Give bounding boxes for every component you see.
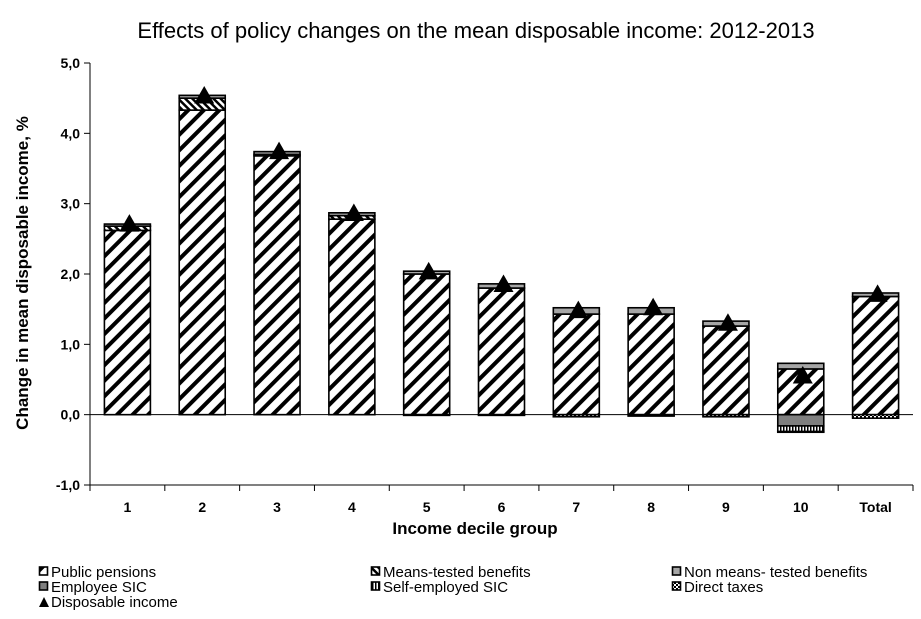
legend-label: Self-employed SIC xyxy=(383,579,508,596)
bar-group xyxy=(178,94,227,416)
legend-swatch xyxy=(370,581,381,591)
bar-segment xyxy=(328,218,376,416)
bar-segment xyxy=(178,109,227,416)
x-tick-label: 6 xyxy=(498,499,506,515)
x-tick-label: 4 xyxy=(348,499,356,515)
y-axis-ticks: -1,0 0,0 1,0 2,0 3,0 4,0 5,0 xyxy=(56,55,90,493)
legend-label: Employee SIC xyxy=(51,579,147,596)
x-tick-label: 7 xyxy=(572,499,580,515)
bar-group xyxy=(627,306,675,417)
disposable-income-marker xyxy=(867,284,888,302)
bar-group xyxy=(253,150,301,416)
bar-segment xyxy=(851,295,900,416)
y-tick-label: 4,0 xyxy=(61,125,81,141)
y-tick-label: 0,0 xyxy=(61,407,81,423)
bar-segment xyxy=(627,313,675,416)
legend-label: Non means- tested benefits xyxy=(684,564,867,581)
legend-swatch xyxy=(671,581,682,591)
bar-segment xyxy=(776,430,825,434)
bar-segment xyxy=(103,229,152,416)
bar-group xyxy=(851,292,900,419)
legend-item: Public pensions xyxy=(38,564,156,581)
disposable-income-marker xyxy=(269,141,290,160)
bar-group xyxy=(477,283,526,417)
y-tick-label: 5,0 xyxy=(61,55,81,71)
legend-item: Non means- tested benefits xyxy=(671,564,867,581)
x-tick-label: 3 xyxy=(273,499,281,515)
legend-label: Disposable income xyxy=(51,594,178,611)
bar-group xyxy=(328,212,376,416)
x-tick-label: Total xyxy=(859,499,891,515)
bar-group xyxy=(702,320,750,418)
legend-item: Employee SIC xyxy=(38,579,147,596)
chart-title: Effects of policy changes on the mean di… xyxy=(137,18,814,43)
x-tick-label: 10 xyxy=(793,499,809,515)
x-axis-title: Income decile group xyxy=(392,519,557,538)
x-tick-label: 2 xyxy=(198,499,206,515)
legend-item: Means-tested benefits xyxy=(370,564,531,581)
legend-label: Public pensions xyxy=(51,564,156,581)
legend-item: Self-employed SIC xyxy=(370,579,508,596)
legend-swatch xyxy=(38,566,49,576)
disposable-income-marker xyxy=(717,313,738,331)
x-axis-ticks: 1 2 3 4 5 6 7 8 9 10 Total xyxy=(89,485,914,515)
x-tick-label: 5 xyxy=(423,499,431,515)
y-tick-label: 3,0 xyxy=(61,196,81,212)
bar-segment xyxy=(776,425,825,433)
x-tick-label: 1 xyxy=(124,499,132,515)
legend: Public pensions Means-tested benefits Non … xyxy=(38,564,867,611)
legend-item: Disposable income xyxy=(39,594,178,611)
disposable-income-marker xyxy=(792,365,813,384)
x-tick-label: 9 xyxy=(722,499,730,515)
legend-marker-icon xyxy=(39,597,49,607)
bar-segment xyxy=(776,362,825,370)
plot-area xyxy=(89,63,913,486)
disposable-income-marker xyxy=(343,203,364,222)
y-tick-label: 2,0 xyxy=(61,266,81,282)
legend-label: Direct taxes xyxy=(684,579,763,596)
bar-segment xyxy=(552,313,601,416)
bar-segment xyxy=(702,325,750,416)
bar-group xyxy=(402,270,451,417)
bar-segment xyxy=(851,413,900,419)
disposable-income-marker xyxy=(418,261,439,280)
bar-segment xyxy=(402,273,451,416)
y-axis-title: Change in mean disposable income, % xyxy=(13,116,32,430)
x-tick-label: 8 xyxy=(647,499,655,515)
y-tick-label: -1,0 xyxy=(56,477,80,493)
legend-swatch xyxy=(671,566,682,576)
disposable-income-marker xyxy=(194,86,215,104)
disposable-income-marker xyxy=(119,214,140,232)
bar-segment xyxy=(477,287,526,416)
bar-segment xyxy=(253,155,301,416)
legend-label: Means-tested benefits xyxy=(383,564,531,581)
legend-swatch xyxy=(370,566,381,576)
y-tick-label: 1,0 xyxy=(61,336,81,352)
disposable-income-marker xyxy=(643,297,664,316)
legend-swatch xyxy=(38,581,49,591)
legend-item: Direct taxes xyxy=(671,579,763,596)
bar-group xyxy=(552,306,601,418)
bar-group xyxy=(103,223,152,416)
disposable-income-marker xyxy=(493,274,514,293)
disposable-income-marker xyxy=(568,300,589,319)
bar-segment xyxy=(776,413,825,427)
